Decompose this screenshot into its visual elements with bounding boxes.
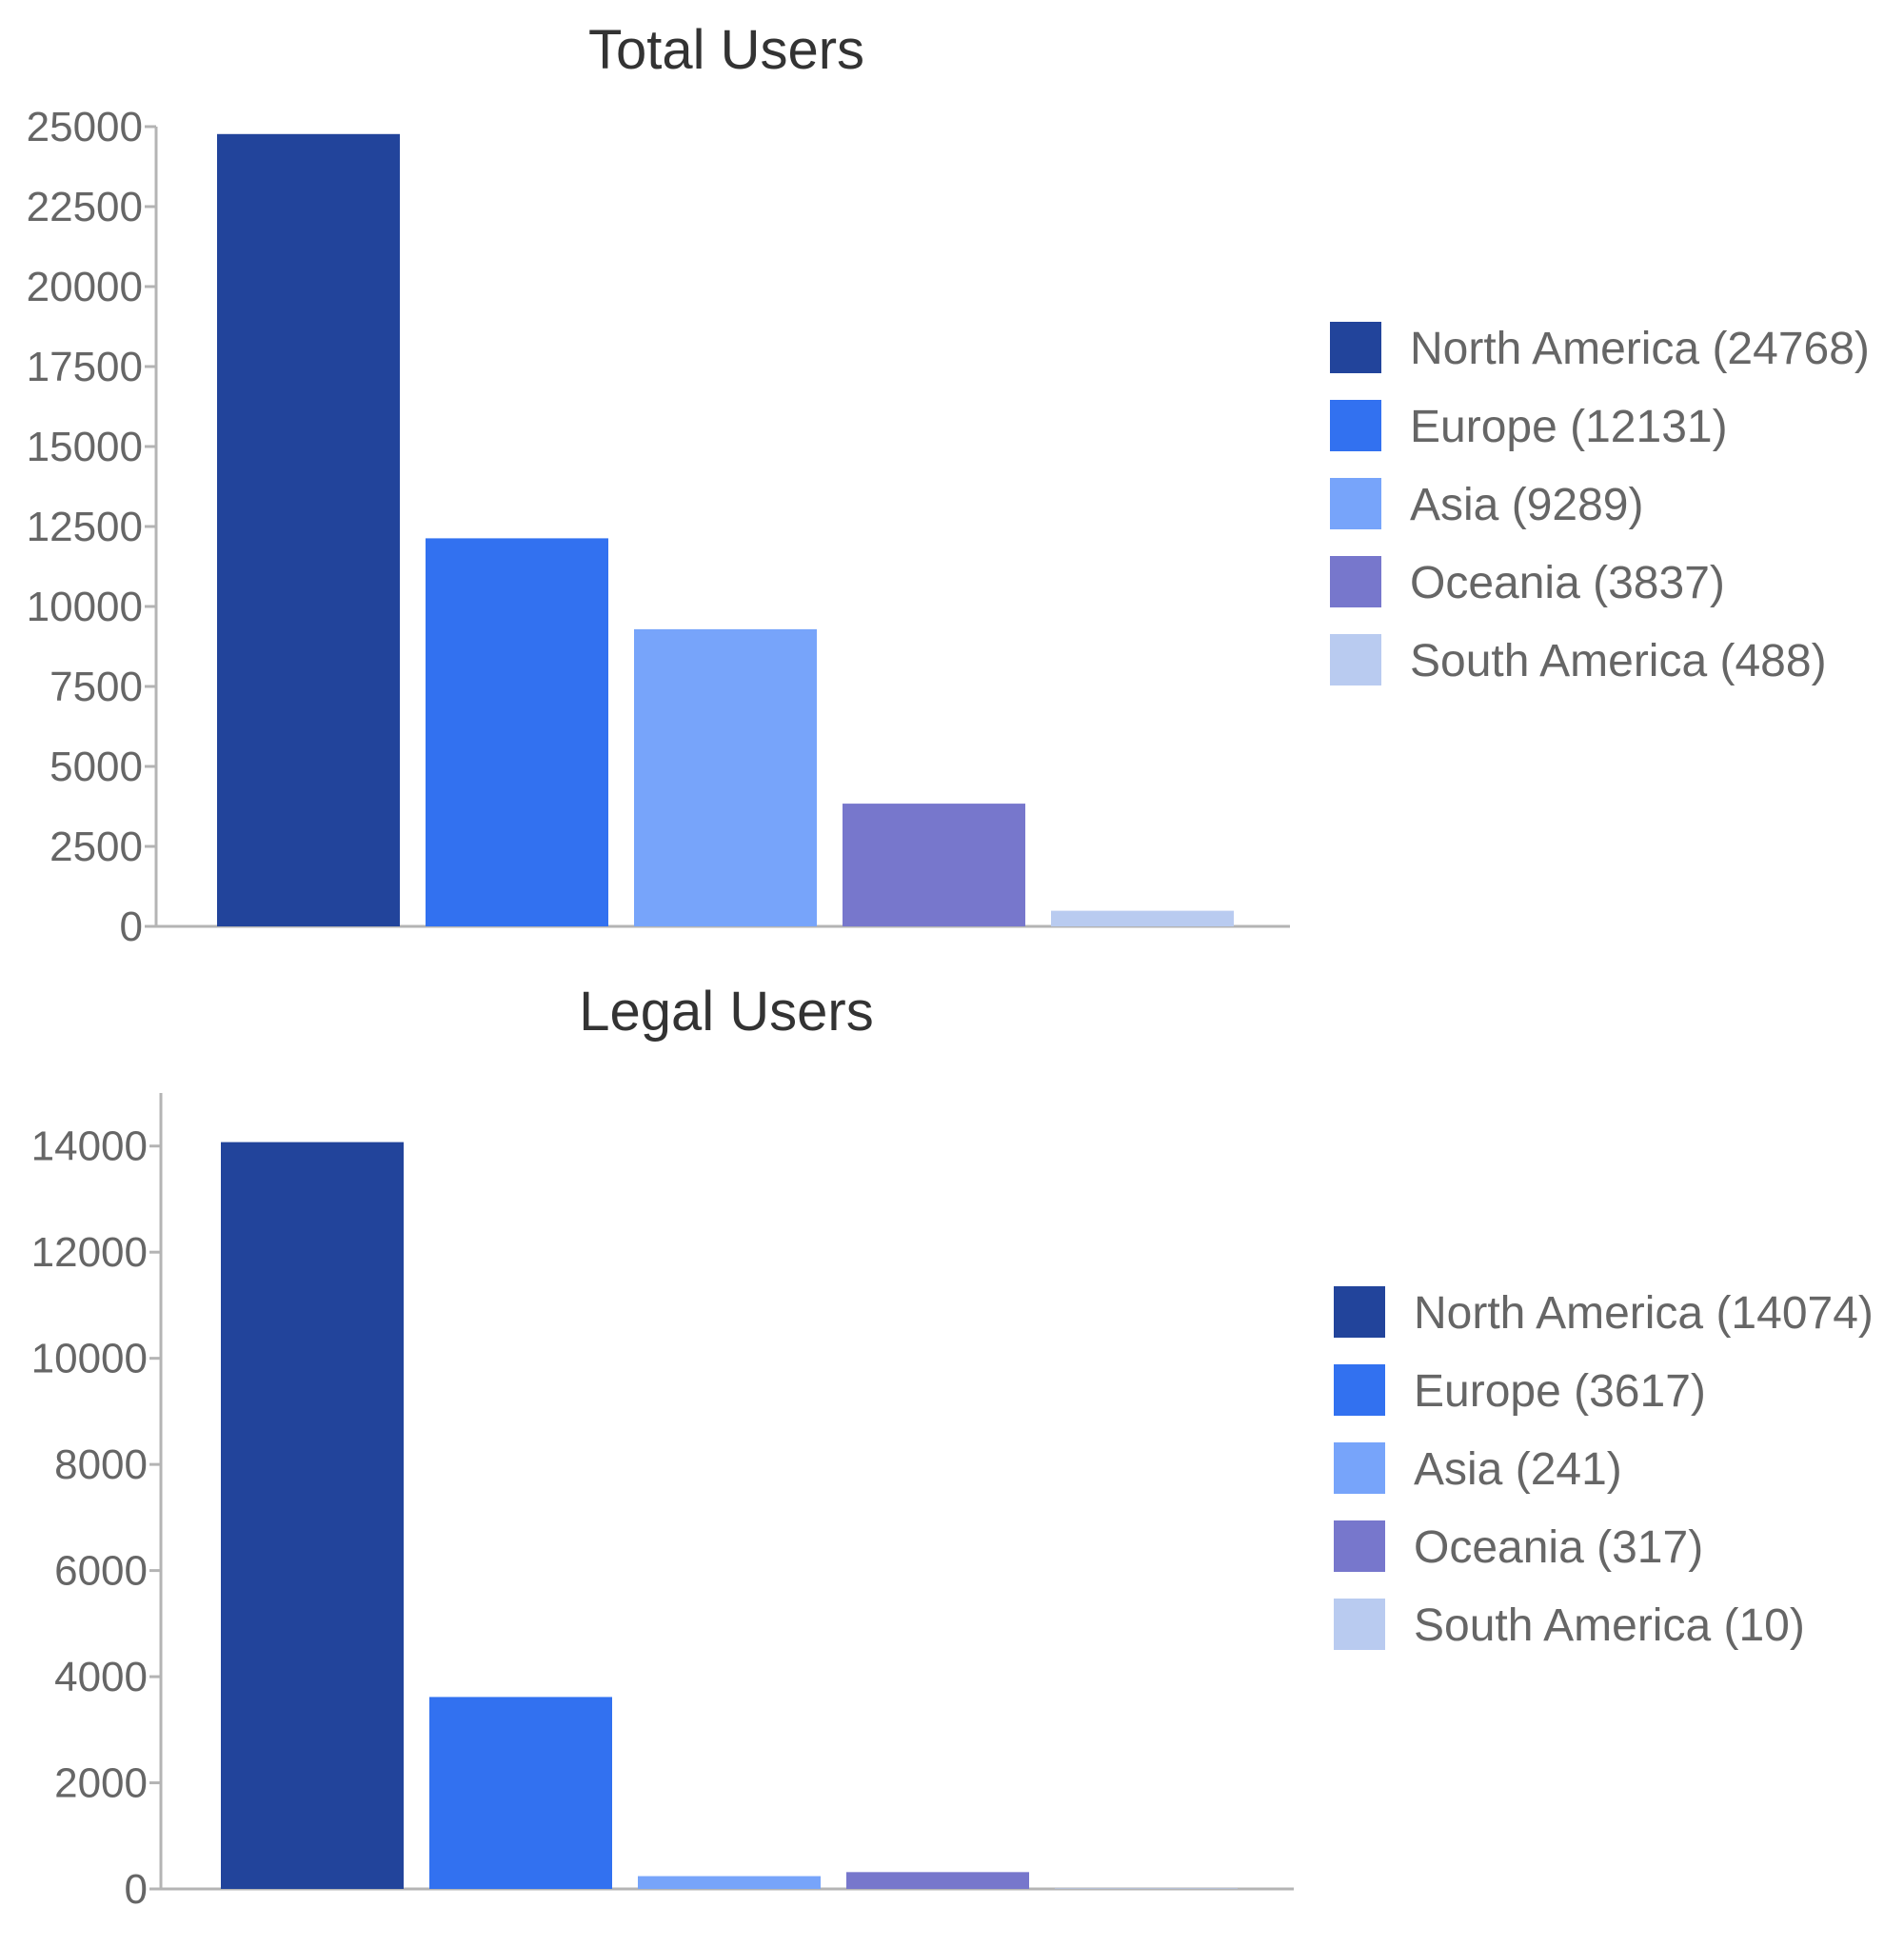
legend-swatch (1330, 556, 1381, 607)
legend-swatch (1330, 478, 1381, 529)
legend-swatch (1330, 322, 1381, 373)
bar-europe (426, 538, 608, 926)
legal-users-chart: Legal Users 0 2000 4000 6000 8000 10000 12000 1… (31, 981, 1874, 1913)
legend-swatch (1330, 634, 1381, 685)
y-tick-label: 7500 (50, 664, 143, 710)
legend-label: North America (24768) (1410, 324, 1870, 374)
total-users-chart: Total Users 0 2500 5000 7500 10000 12500 15000… (27, 19, 1870, 950)
chart-title: Total Users (588, 19, 864, 81)
bar-asia (638, 1876, 821, 1889)
y-tick-label: 25000 (27, 104, 143, 150)
bar-oceania (843, 804, 1025, 926)
legend-swatch (1334, 1286, 1385, 1338)
y-tick-label: 0 (120, 904, 143, 950)
bar-asia (634, 628, 817, 926)
legend-label: Oceania (3837) (1410, 558, 1725, 608)
y-tick-label: 5000 (50, 744, 143, 790)
y-tick-label: 4000 (54, 1654, 148, 1700)
chart-title: Legal Users (579, 981, 873, 1043)
legend-swatch (1334, 1599, 1385, 1650)
y-tick-label: 6000 (54, 1548, 148, 1595)
y-tick-label: 2500 (50, 824, 143, 870)
y-tick-label: 8000 (54, 1441, 148, 1488)
y-tick-label: 10000 (27, 584, 143, 630)
y-tick-label: 20000 (27, 264, 143, 310)
bar-south-america (1055, 1888, 1238, 1889)
legend-label: Asia (9289) (1410, 480, 1643, 530)
y-tick-label: 15000 (27, 424, 143, 470)
y-tick-label: 10000 (31, 1336, 148, 1382)
y-tick-label: 12000 (31, 1229, 148, 1276)
legend-label: Asia (241) (1414, 1444, 1622, 1495)
legend-swatch (1330, 400, 1381, 451)
legend-label: South America (10) (1414, 1600, 1805, 1651)
y-tick-label: 0 (125, 1866, 148, 1913)
y-tick-label: 12500 (27, 504, 143, 550)
legend-label: Europe (3617) (1414, 1366, 1706, 1417)
legend-label: Europe (12131) (1410, 402, 1728, 452)
legend-swatch (1334, 1364, 1385, 1416)
legend-swatch (1334, 1520, 1385, 1572)
y-tick-label: 17500 (27, 344, 143, 390)
legend-swatch (1334, 1442, 1385, 1494)
bar-south-america (1051, 910, 1234, 926)
bar-north-america (221, 1142, 404, 1889)
bar-oceania (846, 1872, 1029, 1889)
y-tick-label: 2000 (54, 1760, 148, 1807)
legend-label: Oceania (317) (1414, 1522, 1703, 1573)
bar-north-america (217, 133, 400, 927)
y-tick-label: 14000 (31, 1123, 148, 1170)
legend-label: North America (14074) (1414, 1288, 1874, 1339)
legend-label: South America (488) (1410, 636, 1827, 686)
y-tick-label: 22500 (27, 184, 143, 230)
bar-europe (429, 1697, 612, 1889)
